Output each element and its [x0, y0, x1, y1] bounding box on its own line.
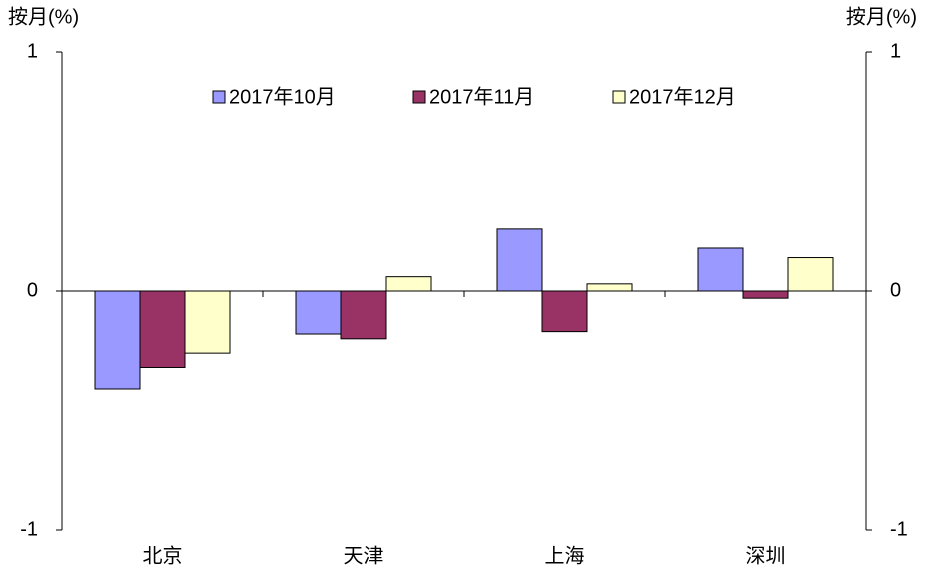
bar	[295, 290, 342, 335]
x-tick-label: 北京	[143, 544, 183, 567]
y-tick-label: -1	[20, 518, 38, 540]
y-axis-label: 按月(%)	[8, 5, 79, 28]
bar	[586, 283, 633, 292]
y2-tick-label: -1	[890, 518, 908, 540]
y2-axis-label: 按月(%)	[846, 5, 917, 28]
y2-tick-label: 1	[890, 40, 901, 62]
y-tick-label: 1	[27, 40, 38, 62]
legend-swatch	[612, 90, 626, 104]
legend-label: 2017年11月	[429, 85, 534, 108]
bar	[787, 257, 834, 292]
x-tick-label: 上海	[545, 544, 585, 567]
bar	[697, 247, 744, 292]
bar	[94, 290, 141, 390]
bar	[340, 290, 387, 340]
y2-tick-label: 0	[890, 279, 901, 301]
bar	[139, 290, 186, 368]
bar	[742, 290, 789, 299]
legend-label: 2017年12月	[629, 85, 736, 108]
bar	[541, 290, 588, 333]
bar	[184, 290, 231, 354]
x-tick-label: 深圳	[746, 544, 786, 567]
bar	[496, 228, 543, 292]
bar	[385, 276, 432, 292]
y-tick-label: 0	[27, 279, 38, 301]
legend-label: 2017年10月	[229, 85, 336, 108]
legend-swatch	[212, 90, 226, 104]
x-tick-label: 天津	[344, 544, 384, 567]
legend-swatch	[412, 90, 426, 104]
